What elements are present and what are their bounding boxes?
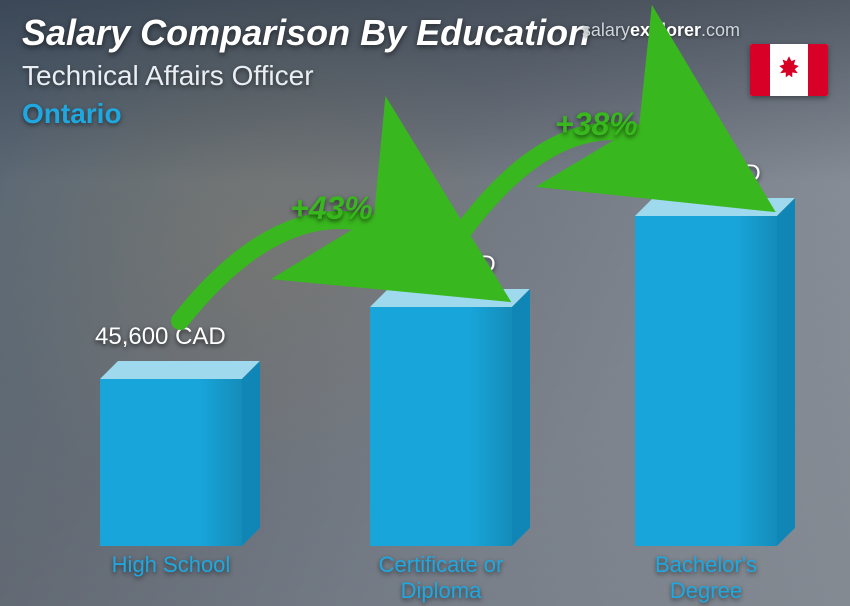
bar-category-label: Bachelor'sDegree bbox=[605, 552, 807, 604]
region-label: Ontario bbox=[22, 98, 122, 130]
bar-side bbox=[242, 361, 260, 546]
bar bbox=[635, 216, 777, 546]
infographic-canvas: Salary Comparison By Education Technical… bbox=[0, 0, 850, 606]
watermark-prefix: salary bbox=[582, 20, 630, 40]
bar-category-label: High School bbox=[70, 552, 272, 578]
watermark: salaryexplorer.com bbox=[582, 20, 740, 41]
increment-label: +38% bbox=[555, 106, 638, 143]
watermark-suffix: .com bbox=[701, 20, 740, 40]
watermark-bold: explorer bbox=[630, 20, 701, 40]
bar-value-label: 65,300 CAD bbox=[365, 251, 496, 279]
bar-category-label: Certificate orDiploma bbox=[340, 552, 542, 604]
page-title: Salary Comparison By Education bbox=[22, 12, 590, 54]
bar-side bbox=[777, 198, 795, 546]
increment-label: +43% bbox=[290, 190, 373, 227]
bar-chart: 45,600 CADHigh School65,300 CADCertifica… bbox=[0, 140, 810, 546]
bar-top bbox=[100, 361, 260, 379]
bar bbox=[100, 379, 242, 546]
bar-top bbox=[635, 198, 795, 216]
maple-leaf-icon bbox=[776, 56, 802, 84]
bar-side bbox=[512, 289, 530, 546]
flag-canada bbox=[750, 44, 828, 96]
bar-top bbox=[370, 289, 530, 307]
bar-front bbox=[100, 379, 242, 546]
page-subtitle: Technical Affairs Officer bbox=[22, 60, 314, 92]
bar-value-label: 45,600 CAD bbox=[95, 323, 226, 351]
bar-front bbox=[370, 307, 512, 546]
bar-value-label: 90,100 CAD bbox=[630, 160, 761, 188]
bar bbox=[370, 307, 512, 546]
bar-front bbox=[635, 216, 777, 546]
